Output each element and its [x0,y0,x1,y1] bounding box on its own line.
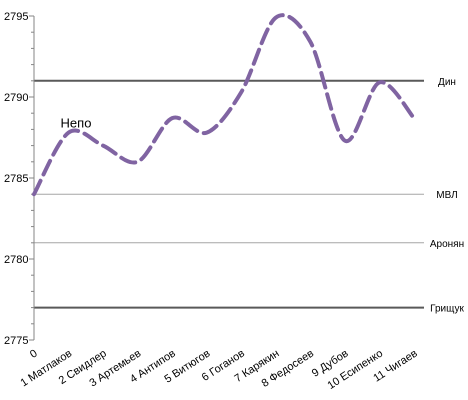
data-point-0 [32,192,37,197]
reference-lines: Дин МВЛ Аронян Грищук [34,77,464,315]
reference-label-мвл: МВЛ [436,190,457,201]
x-tick-label: 0 [28,347,40,360]
data-point-8-федосеев [308,39,313,44]
y-tick-label: 2785 [4,173,28,185]
data-point-7-карякин [273,15,278,20]
data-point-5-витюгов [204,130,209,135]
y-tick-label: 2780 [4,254,28,266]
annotation-label: Непо [61,116,92,131]
data-point-1-матлаков [66,130,71,135]
annotations: Непо [61,116,92,131]
y-tick-label: 2775 [4,335,28,347]
y-axis-ticks: 2775 2780 2785 2790 2795 [4,11,34,347]
data-point-3-артемьев [135,159,140,164]
data-point-11-чигаев [412,116,417,121]
series-layer [32,13,417,197]
data-point-6-гоганов [239,90,244,95]
series-line-0 [32,13,416,197]
data-point-10-есипенко [377,80,382,85]
reference-label-дин: Дин [438,77,456,88]
data-point-4-антипов [170,116,175,121]
data-point-9-дубов [342,138,347,143]
y-tick-label: 2790 [4,92,28,104]
reference-label-грищук: Грищук [430,304,464,315]
y-tick-label: 2795 [4,11,28,23]
data-point-2-свидлер [101,143,106,148]
reference-label-аронян: Аронян [430,239,464,250]
